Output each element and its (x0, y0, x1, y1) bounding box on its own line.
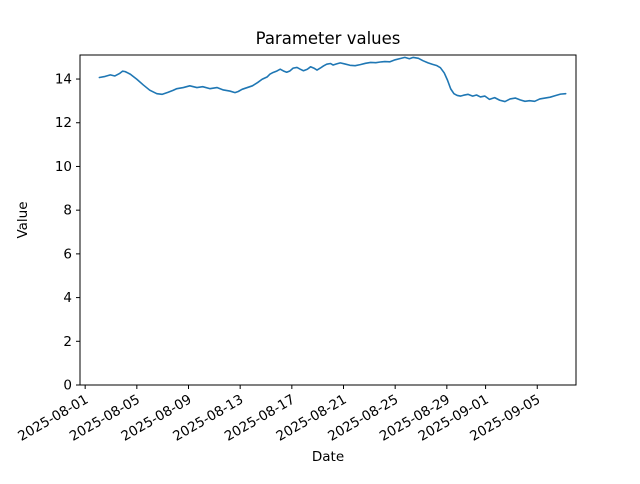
axes: 2025-08-012025-08-052025-08-092025-08-13… (15, 54, 577, 445)
y-tick-label: 8 (63, 203, 72, 219)
x-axis-label: Date (312, 449, 344, 465)
data-line (98, 56, 567, 103)
y-tick-label: 14 (55, 72, 72, 88)
y-tick-label: 12 (55, 115, 72, 131)
y-tick-label: 10 (55, 159, 72, 175)
y-tick-label: 2 (63, 334, 72, 350)
y-tick-label: 0 (63, 378, 72, 394)
chart-title: Parameter values (256, 29, 401, 48)
y-tick-label: 6 (63, 246, 72, 262)
plot-border (79, 54, 577, 386)
y-axis-label: Value (15, 201, 31, 238)
y-tick-label: 4 (63, 290, 72, 306)
series-layer (98, 56, 567, 103)
